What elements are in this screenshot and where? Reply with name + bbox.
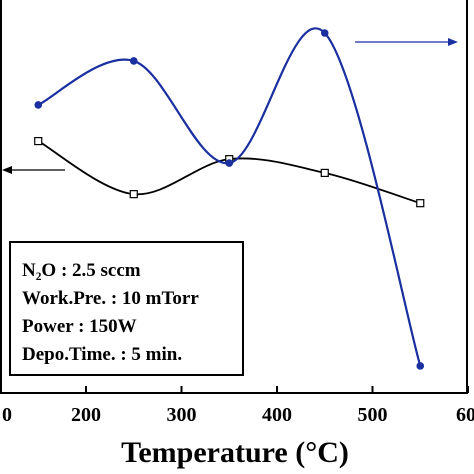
x-tick-label: 400 [262, 404, 292, 426]
annotation-box [9, 241, 244, 376]
left-arrow [2, 166, 65, 174]
x-tick-label: 300 [167, 404, 197, 426]
marker [320, 168, 329, 178]
marker [416, 362, 425, 370]
marker [34, 136, 43, 146]
annotation-line: Work.Pre. : 10 mTorr [22, 288, 199, 309]
marker [129, 190, 138, 199]
marker [34, 101, 43, 109]
series-line [37, 27, 422, 367]
x-tick-label: 500 [358, 404, 388, 426]
marker [416, 199, 425, 208]
x-tick-label: 0 [2, 404, 12, 426]
marker [129, 57, 138, 65]
right-arrow [355, 38, 458, 46]
marker [320, 29, 329, 37]
annotation-line: Power : 150W [22, 316, 137, 337]
x-tick-label: 200 [71, 404, 101, 426]
annotation-line: Depo.Time. : 5 min. [22, 344, 182, 365]
marker [225, 159, 234, 167]
series-line [37, 140, 421, 205]
x-axis-label: Temperature (°C) [121, 436, 349, 469]
annotation-line: N₂O : 2.5 sccm [22, 260, 141, 281]
x-tick-label: 60 [456, 404, 474, 426]
